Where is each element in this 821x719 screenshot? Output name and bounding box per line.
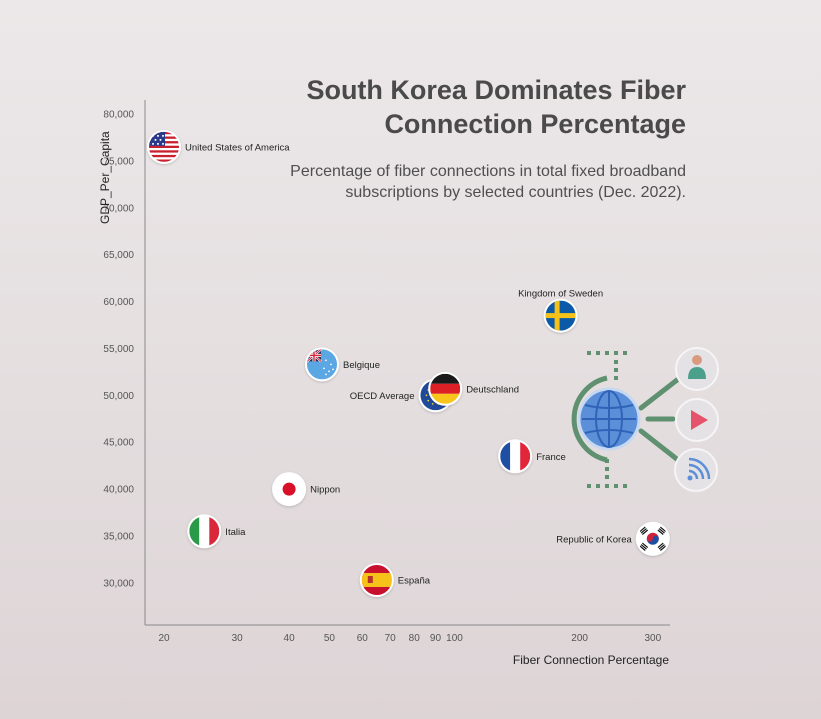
y-tick-label: 35,000 bbox=[103, 531, 134, 542]
y-axis-ticks: 30,000 35,000 40,000 45,000 50,000 55,000 60,0… bbox=[103, 110, 134, 590]
x-axis-ticks: 20 30 40 50 60 70 80 90 100 200 300 bbox=[158, 633, 661, 644]
y-tick-label: 70,000 bbox=[103, 203, 134, 214]
y-tick-label: 30,000 bbox=[103, 578, 134, 589]
data-point: Italia bbox=[187, 514, 246, 549]
point-label: Kingdom of Sweden bbox=[518, 289, 603, 300]
dots-top bbox=[587, 351, 627, 380]
chart-title: South Korea Dominates Fiber Connection P… bbox=[306, 75, 686, 139]
flag-fr-icon bbox=[500, 441, 531, 472]
flag-de-icon bbox=[430, 373, 461, 404]
y-tick-label: 50,000 bbox=[103, 391, 134, 402]
x-tick-label: 200 bbox=[571, 633, 588, 644]
data-point: Belgique bbox=[305, 347, 380, 382]
y-tick-label: 40,000 bbox=[103, 485, 134, 496]
wifi-icon bbox=[674, 448, 718, 492]
data-point: United States of America bbox=[147, 129, 290, 164]
point-label: Italia bbox=[225, 527, 246, 538]
data-point: Nippon bbox=[272, 472, 340, 507]
data-points: United States of America Kingdom of Swede… bbox=[147, 129, 670, 597]
point-label: Deutschland bbox=[466, 384, 519, 395]
chart-subtitle: Percentage of fiber connections in total… bbox=[290, 163, 686, 201]
point-label: Belgique bbox=[343, 360, 380, 371]
x-tick-label: 300 bbox=[644, 633, 661, 644]
x-tick-label: 80 bbox=[409, 633, 421, 644]
flag-kr-icon bbox=[637, 523, 668, 554]
flag-be-icon bbox=[307, 349, 337, 380]
x-tick-label: 90 bbox=[430, 633, 442, 644]
data-point: Kingdom of Sweden bbox=[518, 289, 603, 333]
y-tick-label: 60,000 bbox=[103, 297, 134, 308]
x-tick-label: 20 bbox=[158, 633, 170, 644]
y-tick-label: 45,000 bbox=[103, 438, 134, 449]
point-label: France bbox=[536, 452, 566, 463]
x-tick-label: 30 bbox=[232, 633, 244, 644]
point-label: Nippon bbox=[310, 485, 340, 496]
user-icon bbox=[675, 347, 719, 391]
x-tick-label: 70 bbox=[385, 633, 397, 644]
x-axis-title: Fiber Connection Percentage bbox=[513, 653, 669, 667]
flag-us-icon bbox=[149, 131, 179, 162]
point-label: España bbox=[398, 576, 431, 587]
y-tick-label: 65,000 bbox=[103, 250, 134, 261]
network-illustration bbox=[571, 347, 719, 492]
y-axis-title: GDP_Per_Capita bbox=[98, 131, 112, 224]
play-icon bbox=[675, 398, 719, 442]
flag-es-icon bbox=[361, 565, 392, 595]
x-tick-label: 40 bbox=[284, 633, 296, 644]
point-label: OECD Average bbox=[350, 391, 415, 402]
dots-bottom bbox=[587, 459, 627, 488]
flag-it-icon bbox=[189, 516, 220, 547]
globe-icon bbox=[577, 387, 641, 451]
data-point: Deutschland bbox=[428, 371, 519, 406]
y-tick-label: 80,000 bbox=[103, 110, 134, 121]
point-label: Republic of Korea bbox=[556, 534, 632, 545]
flag-jp-icon bbox=[274, 474, 305, 505]
y-tick-label: 75,000 bbox=[103, 156, 134, 167]
data-point: Republic of Korea bbox=[556, 521, 670, 556]
data-point: France bbox=[498, 439, 566, 474]
x-tick-label: 100 bbox=[446, 633, 463, 644]
flag-se-icon bbox=[545, 300, 576, 331]
point-label: United States of America bbox=[185, 142, 290, 153]
x-tick-label: 50 bbox=[324, 633, 336, 644]
y-tick-label: 55,000 bbox=[103, 344, 134, 355]
x-tick-label: 60 bbox=[357, 633, 369, 644]
data-point: España bbox=[359, 563, 431, 597]
